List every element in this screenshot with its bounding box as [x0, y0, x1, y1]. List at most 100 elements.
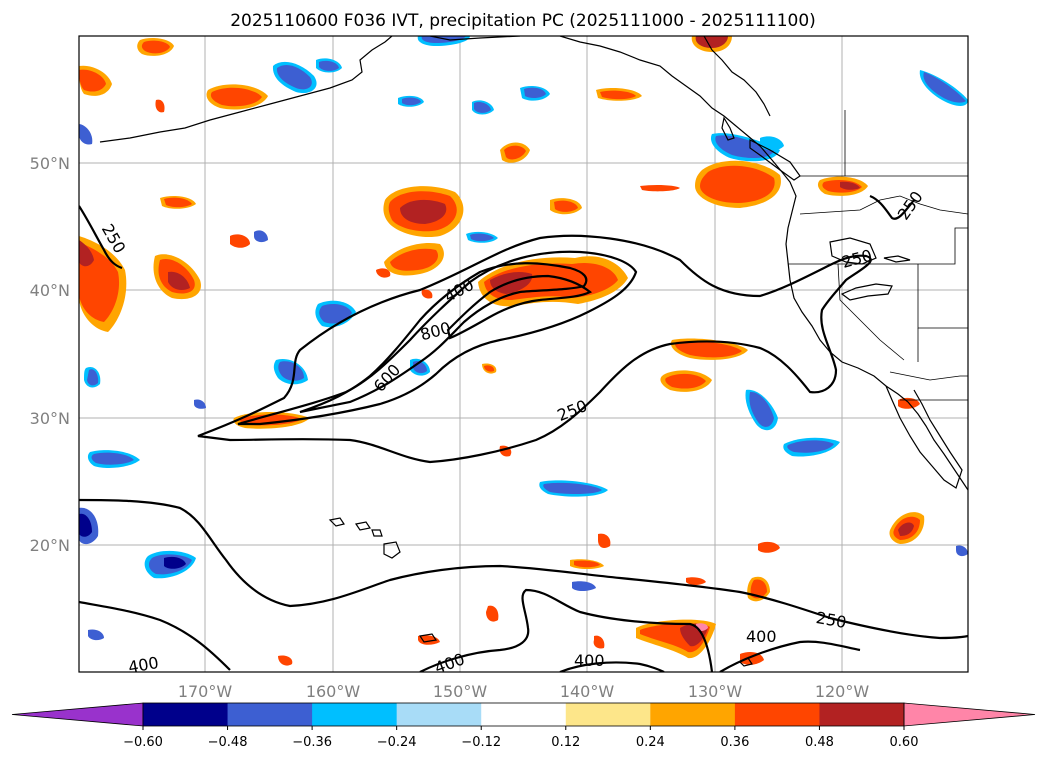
lon-label: 170°W	[178, 682, 233, 701]
anomaly-blob	[390, 248, 438, 271]
colorbar-segment	[312, 703, 398, 726]
anomaly-blob	[79, 513, 92, 537]
anomaly-blob	[749, 391, 774, 427]
anomaly-blob	[421, 36, 466, 43]
colorbar-tick-label: 0.60	[890, 735, 919, 750]
anomaly-blob	[600, 90, 636, 100]
anomaly-blob	[278, 655, 293, 666]
anomaly-blob	[543, 482, 602, 495]
anomaly-blob	[319, 304, 352, 324]
anomaly-blob	[319, 60, 339, 71]
anomaly-blob	[421, 289, 433, 299]
anomaly-blob	[760, 136, 784, 151]
anomaly-blob	[787, 440, 834, 453]
map-title: 2025110600 F036 IVT, precipitation PC (2…	[230, 11, 816, 31]
lon-label: 130°W	[688, 682, 743, 701]
colorbar-tick-label: −0.36	[292, 735, 332, 750]
colorbar-segment	[734, 703, 820, 726]
anomaly-blob	[840, 181, 860, 190]
latitude-labels: 50°N 40°N 30°N 20°N	[30, 154, 70, 555]
lon-label: 120°W	[815, 682, 870, 701]
contour-250	[869, 194, 915, 220]
anomaly-blob	[254, 230, 268, 243]
anomaly-blob	[474, 101, 491, 113]
anomaly-blob	[700, 165, 775, 203]
lon-label: 140°W	[560, 682, 615, 701]
contour-250	[197, 234, 872, 464]
ivt-contours	[79, 194, 968, 672]
contour-800	[446, 274, 593, 340]
anomaly-blob	[194, 399, 206, 409]
colorbar-extend-high	[903, 702, 1036, 727]
colorbar-frame	[142, 702, 905, 727]
anomaly-blob	[695, 36, 728, 48]
anomaly-blob	[278, 361, 304, 381]
anomaly-blob	[572, 581, 596, 591]
anomaly-blob	[155, 99, 165, 113]
anomaly-blob	[402, 97, 421, 106]
anomaly-blob	[164, 556, 186, 569]
anomaly-blob	[400, 199, 447, 224]
anomaly-blob	[675, 341, 742, 358]
anomaly-blob	[574, 560, 600, 568]
anomaly-blob	[276, 65, 312, 90]
colorbar-tick-label: 0.12	[551, 735, 580, 750]
contour-400	[719, 640, 861, 672]
colorbar-segment	[396, 703, 482, 726]
contour-label: 400	[746, 627, 777, 646]
anomaly-blob	[239, 414, 302, 426]
anomaly-blob	[87, 369, 99, 386]
colorbar-tick-label: 0.36	[720, 735, 749, 750]
anomaly-blob	[898, 522, 914, 536]
colorbar	[11, 702, 1036, 727]
colorbar-segment	[819, 703, 905, 726]
anomaly-blob	[79, 124, 93, 145]
anomaly-blob	[504, 145, 526, 160]
anomaly-blob	[376, 268, 391, 278]
contour-label: 400	[574, 651, 605, 670]
longitude-labels: 170°W 160°W 150°W 140°W 130°W 120°W	[178, 682, 870, 701]
contour-400	[237, 250, 638, 426]
anomaly-blob	[524, 87, 546, 99]
anomaly-blob	[686, 577, 706, 585]
colorbar-tick-label: −0.60	[123, 735, 163, 750]
anomaly-blob	[593, 635, 605, 649]
anomaly-blob	[210, 87, 262, 107]
lat-label: 20°N	[30, 536, 70, 555]
anomaly-blob	[164, 197, 192, 208]
colorbar-segment	[227, 703, 313, 726]
political-borders	[788, 110, 968, 401]
contour-600	[299, 262, 588, 414]
anomaly-blob	[956, 545, 968, 557]
anomaly-blob	[640, 184, 680, 192]
colorbar-ticks: −0.60 −0.48 −0.36 −0.24 −0.12 0.12 0.24 0.36 0.4…	[123, 726, 918, 750]
map-area	[79, 36, 968, 672]
anomaly-blob	[715, 135, 774, 159]
negative-anomaly-regions	[79, 36, 968, 641]
contour-400	[79, 600, 231, 671]
lat-label: 30°N	[30, 409, 70, 428]
anomaly-blob	[230, 234, 250, 248]
contour-400	[419, 588, 714, 672]
lon-label: 150°W	[433, 682, 488, 701]
contour-250	[79, 498, 968, 640]
anomaly-blob	[486, 605, 499, 622]
colorbar-tick-label: −0.12	[461, 735, 501, 750]
anomaly-blob	[923, 72, 966, 103]
contour-400	[559, 661, 665, 672]
anomaly-blob	[79, 240, 94, 267]
contour-label: 400	[127, 653, 160, 677]
colorbar-tick-label: 0.24	[636, 735, 665, 750]
lat-label: 40°N	[30, 281, 70, 300]
contour-250	[79, 205, 123, 270]
colorbar-segment	[481, 703, 567, 726]
anomaly-blob	[750, 579, 767, 599]
anomaly-blob	[758, 541, 780, 553]
anomaly-blob	[88, 629, 104, 641]
coastlines	[99, 36, 968, 667]
anomaly-blob	[665, 373, 706, 389]
map-frame	[78, 35, 969, 673]
colorbar-extend-low	[11, 702, 144, 727]
anomaly-blob	[168, 271, 190, 290]
